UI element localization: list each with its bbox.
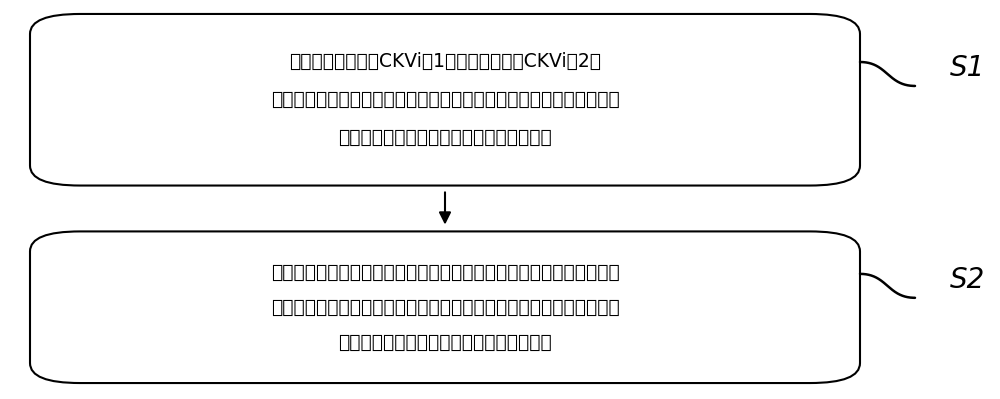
Text: 线对应的像素的数据驱动信号的极性相反。: 线对应的像素的数据驱动信号的极性相反。 — [338, 333, 552, 352]
Text: S1: S1 — [950, 54, 985, 82]
FancyBboxPatch shape — [30, 231, 860, 383]
Text: 输出数据驱动信号，以驱动所述显示面板；对应同一数据线，所述同一: 输出数据驱动信号，以驱动所述显示面板；对应同一数据线，所述同一 — [271, 263, 619, 282]
FancyBboxPatch shape — [30, 14, 860, 186]
Text: 生成多个第一栅极驱动信号和多个第二栅极驱动信号，驱动所述多条扫: 生成多个第一栅极驱动信号和多个第二栅极驱动信号，驱动所述多条扫 — [271, 90, 619, 109]
Text: 组扫描线对应的像素的数据驱动信号的极性相同；相邻打开的两组扫描: 组扫描线对应的像素的数据驱动信号的极性相同；相邻打开的两组扫描 — [271, 298, 619, 317]
Text: 描线以两根为一组顺序或非顺序依次打开；: 描线以两根为一组顺序或非顺序依次打开； — [338, 128, 552, 147]
Text: 接收第一时钟信号CKVi－1和第二时钟信号CKVi－2，: 接收第一时钟信号CKVi－1和第二时钟信号CKVi－2， — [289, 52, 601, 71]
Text: S2: S2 — [950, 266, 985, 294]
